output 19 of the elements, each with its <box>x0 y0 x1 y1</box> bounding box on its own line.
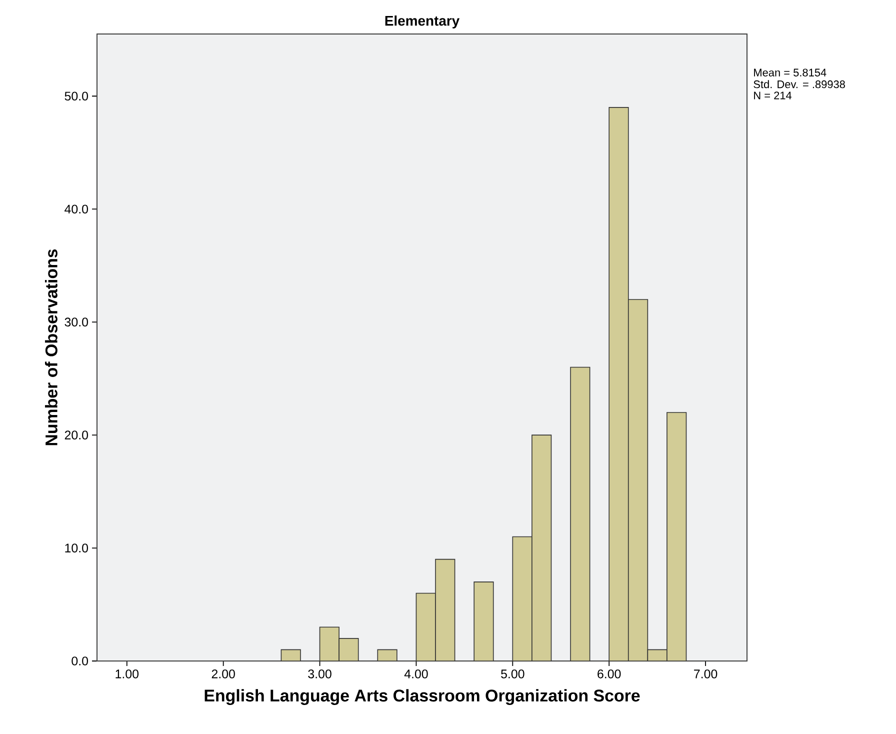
text: Std. Dev. = .89938 <box>754 80 845 88</box>
chart-title: Elementary <box>385 15 460 28</box>
x-tick-label: 3.00 <box>308 670 332 678</box>
x-tick-label: 1.00 <box>116 670 139 678</box>
x-tick-label: 4.00 <box>404 670 428 678</box>
x-tick-label: 2.00 <box>212 670 235 678</box>
x-tick-label: 7.00 <box>694 670 718 678</box>
y-tick-label: 0.0 <box>72 656 88 666</box>
x-tick-label: 5.00 <box>501 670 524 678</box>
text: N = 214 <box>754 92 792 100</box>
y-tick-label: 40.0 <box>64 204 88 214</box>
x-tick-label: 6.00 <box>598 670 621 678</box>
y-tick-label: 30.0 <box>64 318 88 326</box>
text: Mean = 5.8154 <box>754 68 826 76</box>
y-tick-label: 20.0 <box>64 430 88 440</box>
y-tick-label: 50.0 <box>64 92 88 101</box>
y-axis-title: Number of Observations <box>44 249 58 446</box>
x-axis-title: English Language Arts Classroom Organization Score <box>204 689 640 706</box>
y-tick-label: 10.0 <box>65 544 88 552</box>
